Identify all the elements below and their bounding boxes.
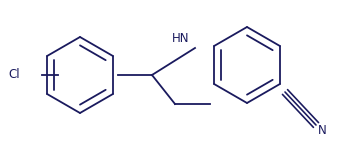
Text: HN: HN	[172, 32, 189, 45]
Text: N: N	[318, 123, 327, 136]
Text: Cl: Cl	[8, 69, 19, 81]
